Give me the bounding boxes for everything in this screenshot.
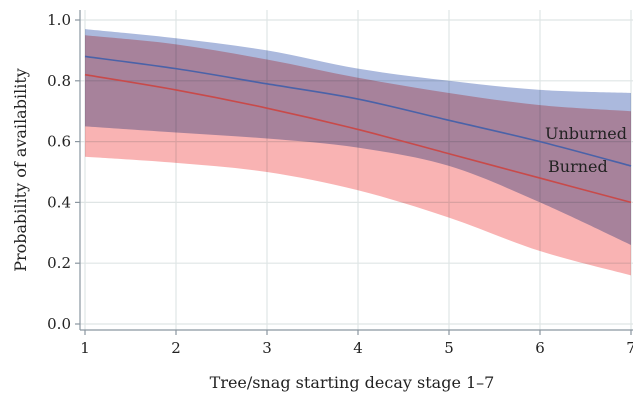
y-axis-title: Probability of availability: [11, 68, 30, 272]
x-axis-title: Tree/snag starting decay stage 1–7: [210, 373, 495, 392]
y-tick-label: 0.0: [47, 315, 71, 333]
y-tick-label: 0.6: [47, 133, 71, 151]
y-tick-label: 0.2: [47, 254, 71, 272]
y-tick-label: 0.8: [47, 72, 71, 90]
x-tick-label: 7: [626, 339, 633, 357]
x-tick-label: 3: [262, 339, 272, 357]
y-tick-label: 1.0: [47, 11, 71, 29]
x-tick-label: 2: [171, 339, 181, 357]
x-tick-label: 5: [444, 339, 454, 357]
x-tick-label: 1: [80, 339, 90, 357]
x-tick-label: 6: [535, 339, 545, 357]
series-label-unburned: Unburned: [545, 124, 627, 143]
series-label-burned: Burned: [548, 157, 608, 176]
y-tick-label: 0.4: [47, 193, 71, 211]
x-tick-label: 4: [353, 339, 363, 357]
